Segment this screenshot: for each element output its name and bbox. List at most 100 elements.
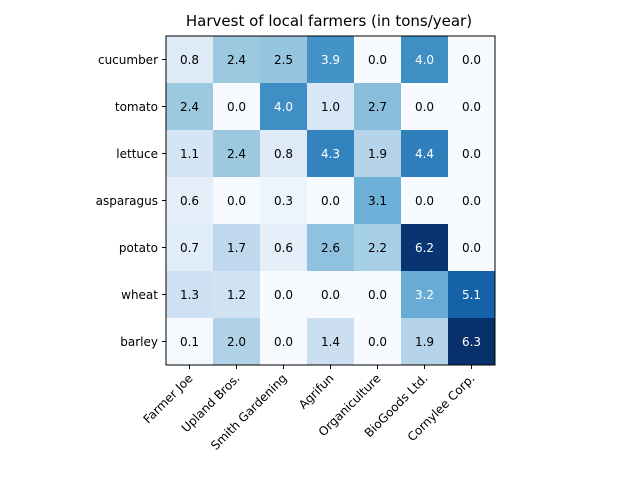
cell-value-label: 1.9 — [415, 335, 434, 349]
cell-value-label: 0.0 — [415, 100, 434, 114]
plot-frame — [165, 35, 496, 366]
heatmap-cell-barley-farmer-joe — [166, 318, 213, 365]
cell-value-label: 1.9 — [368, 147, 387, 161]
cell-value-label: 6.3 — [462, 335, 481, 349]
y-tick-label: asparagus — [96, 194, 158, 208]
y-tick-label: tomato — [115, 100, 158, 114]
cell-value-label: 5.1 — [462, 288, 481, 302]
cell-value-label: 2.7 — [368, 100, 387, 114]
cell-value-label: 4.3 — [321, 147, 340, 161]
heatmap-cell-barley-upland-bros — [213, 318, 260, 365]
heatmap-cell-barley-cornylee-corp — [448, 318, 495, 365]
cell-value-label: 0.6 — [274, 241, 293, 255]
cell-value-label: 3.2 — [415, 288, 434, 302]
heatmap-cell-potato-organiculture — [354, 224, 401, 271]
x-tick-label: Agrifun — [296, 371, 337, 412]
heatmap-cell-cucumber-cornylee-corp — [448, 36, 495, 83]
heatmap-cell-labels: 0.8 2.4 2.5 3.9 0.0 4.0 0.0 2.4 0.0 4.0 1.0 2.7 0.0 0… — [180, 53, 481, 349]
heatmap-cell-potato-cornylee-corp — [448, 224, 495, 271]
heatmap-cell-cucumber-agrifun — [307, 36, 354, 83]
heatmap-cell-potato-upland-bros — [213, 224, 260, 271]
y-tick-label: cucumber — [98, 53, 158, 67]
cell-value-label: 2.4 — [227, 147, 246, 161]
cell-value-label: 6.2 — [415, 241, 434, 255]
cell-value-label: 2.4 — [227, 53, 246, 67]
cell-value-label: 0.0 — [462, 53, 481, 67]
cell-value-label: 2.2 — [368, 241, 387, 255]
heatmap-cell-lettuce-organiculture — [354, 130, 401, 177]
cell-value-label: 1.2 — [227, 288, 246, 302]
cell-value-label: 1.7 — [227, 241, 246, 255]
heatmap-cell-tomato-smith-gardening — [260, 83, 307, 130]
y-tick-label: barley — [120, 335, 158, 349]
chart-title: Harvest of local farmers (in tons/year) — [186, 12, 472, 30]
heatmap-cell-potato-smith-gardening — [260, 224, 307, 271]
cell-value-label: 2.0 — [227, 335, 246, 349]
heatmap-cell-asparagus-upland-bros — [213, 177, 260, 224]
cell-value-label: 0.0 — [415, 194, 434, 208]
heatmap-cell-barley-smith-gardening — [260, 318, 307, 365]
heatmap-cell-lettuce-smith-gardening — [260, 130, 307, 177]
cell-value-label: 0.6 — [180, 194, 199, 208]
cell-value-label: 0.0 — [462, 147, 481, 161]
cell-value-label: 0.0 — [227, 100, 246, 114]
heatmap-cell-wheat-biogoods-ltd — [401, 271, 448, 318]
cell-value-label: 0.0 — [462, 100, 481, 114]
heatmap-cell-wheat-smith-gardening — [260, 271, 307, 318]
cell-value-label: 0.0 — [462, 194, 481, 208]
heatmap-cell-tomato-agrifun — [307, 83, 354, 130]
heatmap-cell-wheat-agrifun — [307, 271, 354, 318]
cell-value-label: 4.0 — [274, 100, 293, 114]
cell-value-label: 3.1 — [368, 194, 387, 208]
cell-value-label: 1.4 — [321, 335, 340, 349]
cell-value-label: 0.8 — [274, 147, 293, 161]
y-tick-label: wheat — [121, 288, 158, 302]
heatmap-cell-barley-biogoods-ltd — [401, 318, 448, 365]
cell-value-label: 1.3 — [180, 288, 199, 302]
y-tick-label: lettuce — [116, 147, 158, 161]
heatmap-cell-asparagus-smith-gardening — [260, 177, 307, 224]
heatmap-cell-potato-farmer-joe — [166, 224, 213, 271]
heatmap-cell-tomato-cornylee-corp — [448, 83, 495, 130]
heatmap-cell-barley-agrifun — [307, 318, 354, 365]
cell-value-label: 0.0 — [368, 288, 387, 302]
heatmap-cell-cucumber-organiculture — [354, 36, 401, 83]
cell-value-label: 0.0 — [227, 194, 246, 208]
heatmap-cell-lettuce-biogoods-ltd — [401, 130, 448, 177]
heatmap-cell-lettuce-cornylee-corp — [448, 130, 495, 177]
y-axis: cucumber tomato lettuce asparagus potato whea… — [96, 53, 166, 349]
heatmap-cell-cucumber-farmer-joe — [166, 36, 213, 83]
heatmap-cell-cucumber-biogoods-ltd — [401, 36, 448, 83]
cell-value-label: 2.4 — [180, 100, 199, 114]
heatmap-cell-wheat-upland-bros — [213, 271, 260, 318]
heatmap-cell-tomato-organiculture — [354, 83, 401, 130]
heatmap-cell-potato-biogoods-ltd — [401, 224, 448, 271]
heatmap-cell-wheat-farmer-joe — [166, 271, 213, 318]
cell-value-label: 0.0 — [274, 288, 293, 302]
cell-value-label: 1.0 — [321, 100, 340, 114]
cell-value-label: 0.0 — [321, 194, 340, 208]
heatmap-cell-wheat-cornylee-corp — [448, 271, 495, 318]
heatmap-cell-tomato-farmer-joe — [166, 83, 213, 130]
cell-value-label: 0.0 — [274, 335, 293, 349]
heatmap-cell-cucumber-smith-gardening — [260, 36, 307, 83]
heatmap-cell-tomato-upland-bros — [213, 83, 260, 130]
cell-value-label: 2.5 — [274, 53, 293, 67]
cell-value-label: 4.0 — [415, 53, 434, 67]
heatmap-cell-asparagus-organiculture — [354, 177, 401, 224]
heatmap-cell-lettuce-agrifun — [307, 130, 354, 177]
heatmap-cell-lettuce-farmer-joe — [166, 130, 213, 177]
cell-value-label: 0.3 — [274, 194, 293, 208]
y-tick-label: potato — [119, 241, 158, 255]
heatmap-cell-cucumber-upland-bros — [213, 36, 260, 83]
cell-value-label: 3.9 — [321, 53, 340, 67]
cell-value-label: 0.1 — [180, 335, 199, 349]
heatmap-cell-asparagus-cornylee-corp — [448, 177, 495, 224]
heatmap-cell-lettuce-upland-bros — [213, 130, 260, 177]
heatmap-cell-asparagus-farmer-joe — [166, 177, 213, 224]
cell-value-label: 4.4 — [415, 147, 434, 161]
cell-value-label: 1.1 — [180, 147, 199, 161]
cell-value-label: 0.7 — [180, 241, 199, 255]
heatmap-cell-tomato-biogoods-ltd — [401, 83, 448, 130]
